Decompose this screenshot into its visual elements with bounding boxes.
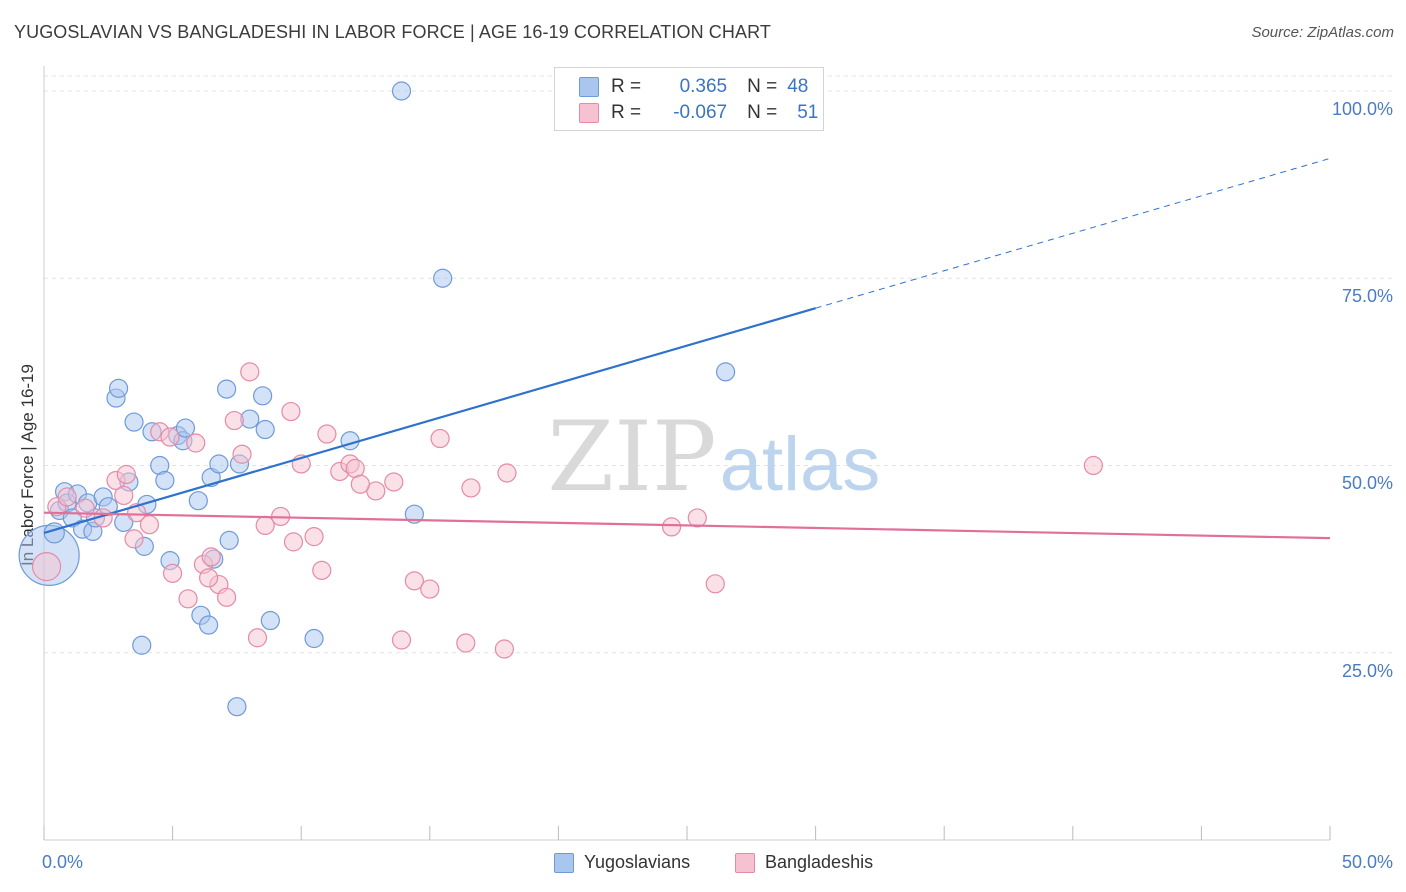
- y-tick-label: 25.0%: [1341, 660, 1393, 681]
- point-bangladeshi: [384, 472, 404, 492]
- point-bangladeshi: [201, 547, 221, 567]
- point-bangladeshi: [687, 508, 707, 528]
- point-bangladeshi: [247, 628, 268, 648]
- trend-lines: [43, 157, 1331, 540]
- point-bangladeshi: [114, 485, 134, 506]
- point-yugoslavian: [124, 412, 144, 432]
- legend-swatch-blue: [579, 77, 599, 97]
- legend-r-value: -0.067: [673, 102, 728, 123]
- point-bangladeshi: [139, 515, 160, 535]
- point-bangladeshi: [461, 478, 481, 498]
- point-bangladeshi: [281, 401, 301, 422]
- legend-row-yugoslavians: R = 0.365 N = 48: [579, 75, 808, 99]
- point-bangladeshi: [232, 444, 252, 464]
- point-bangladeshi: [312, 560, 332, 580]
- point-yugoslavian: [155, 470, 175, 491]
- legend-r-value: 0.365: [679, 76, 728, 97]
- point-yugoslavian: [108, 378, 129, 398]
- point-bangladeshi: [217, 587, 237, 607]
- point-bangladeshi: [404, 571, 424, 591]
- point-bangladeshi: [317, 424, 337, 444]
- trend-line-bangladeshis: [43, 511, 1331, 540]
- point-yugoslavian: [340, 431, 360, 451]
- legend-r-label: R =: [611, 102, 642, 123]
- data-points: [18, 81, 1103, 717]
- point-bangladeshi: [31, 552, 62, 582]
- point-yugoslavian: [253, 386, 273, 406]
- point-bangladeshi: [116, 464, 136, 485]
- watermark-atlas: atlas: [720, 422, 881, 507]
- axes: [43, 66, 1331, 841]
- point-bangladeshi: [661, 517, 682, 537]
- point-yugoslavian: [188, 491, 208, 511]
- point-yugoslavian: [433, 268, 453, 288]
- point-yugoslavian: [260, 610, 280, 631]
- point-yugoslavian: [391, 81, 412, 101]
- point-yugoslavian: [227, 697, 247, 717]
- legend-n-label: N =: [747, 76, 778, 97]
- bottom-legend-label: Yugoslavians: [584, 852, 691, 872]
- legend-n-value: 48: [787, 76, 809, 97]
- bottom-legend-label: Bangladeshis: [765, 852, 874, 872]
- watermark: ZIP atlas: [547, 401, 880, 513]
- legend-n-value: 51: [797, 102, 819, 123]
- point-bangladeshi: [178, 589, 198, 609]
- point-bangladeshi: [1083, 455, 1103, 476]
- trend-line-yugoslavians-extension: [815, 157, 1331, 309]
- x-tick-min: 0.0%: [42, 852, 84, 872]
- point-bangladeshi: [224, 410, 244, 431]
- bottom-legend-bangladeshis: Bangladeshis: [735, 852, 873, 873]
- point-bangladeshi: [430, 428, 450, 449]
- point-bangladeshi: [391, 630, 412, 650]
- bottom-legend-yugoslavians: Yugoslavians: [554, 852, 690, 873]
- point-bangladeshi: [494, 639, 514, 659]
- point-bangladeshi: [163, 563, 183, 583]
- correlation-legend: R = 0.365 N = 48 R = -0.067 N = 51: [554, 67, 824, 131]
- point-bangladeshi: [705, 574, 725, 594]
- point-yugoslavian: [209, 454, 229, 474]
- point-bangladeshi: [456, 633, 476, 653]
- source-label: Source: ZipAtlas.com: [1251, 24, 1394, 41]
- y-tick-label: 50.0%: [1341, 473, 1393, 494]
- point-bangladeshi: [199, 568, 219, 588]
- y-tick-label: 100.0%: [1331, 98, 1393, 119]
- point-bangladeshi: [350, 474, 370, 494]
- point-yugoslavian: [217, 379, 237, 399]
- point-yugoslavian: [199, 615, 219, 635]
- trend-line-yugoslavians: [43, 307, 816, 534]
- point-bangladeshi: [160, 427, 180, 447]
- bottom-legend-swatch-blue: [554, 852, 574, 873]
- legend-row-bangladeshis: R = -0.067 N = 51: [579, 101, 818, 125]
- point-bangladeshi: [186, 433, 206, 453]
- point-yugoslavian: [132, 635, 152, 655]
- point-bangladeshi: [283, 532, 304, 552]
- chart-title: YUGOSLAVIAN VS BANGLADESHI IN LABOR FORC…: [14, 22, 771, 42]
- point-bangladeshi: [240, 362, 260, 382]
- y-tick-label: 75.0%: [1341, 286, 1393, 307]
- point-yugoslavian: [304, 628, 324, 649]
- point-bangladeshi: [304, 527, 324, 547]
- legend-r-label: R =: [611, 76, 642, 97]
- bottom-legend-swatch-pink: [735, 852, 755, 873]
- point-yugoslavian: [255, 419, 275, 440]
- point-bangladeshi: [420, 579, 440, 599]
- point-bangladeshi: [497, 463, 517, 483]
- point-yugoslavian: [175, 418, 196, 438]
- point-yugoslavian: [715, 362, 736, 382]
- point-bangladeshi: [57, 487, 77, 507]
- point-yugoslavian: [404, 504, 424, 524]
- legend-n-label: N =: [747, 102, 778, 123]
- watermark-zip: ZIP: [547, 401, 716, 513]
- x-tick-max: 50.0%: [1341, 852, 1393, 872]
- point-yugoslavian: [219, 530, 239, 550]
- point-bangladeshi: [124, 529, 144, 549]
- legend-swatch-pink: [579, 103, 599, 123]
